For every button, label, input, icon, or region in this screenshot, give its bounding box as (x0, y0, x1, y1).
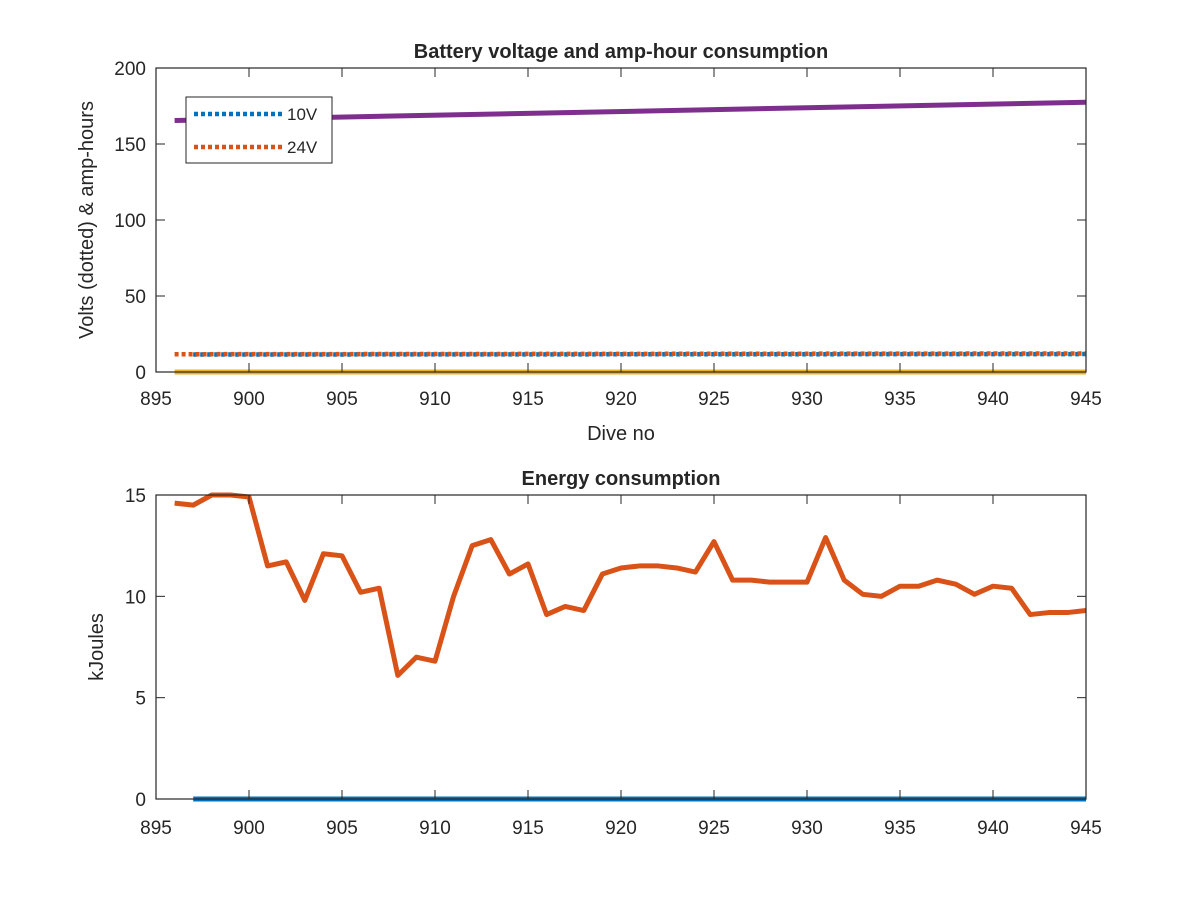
y-tick-label: 0 (135, 363, 146, 384)
y-tick-label: 150 (114, 135, 146, 156)
y-tick-label: 5 (135, 689, 146, 710)
y-axis-label: Volts (dotted) & amp-hours (76, 101, 98, 339)
y-tick-label: 200 (114, 59, 146, 80)
energy-consumption-axes: 895 900 905 910 915 920 925 930 935 940 945 0 5 10 15 E… (86, 468, 1102, 839)
legend: 10V 24V (185, 96, 333, 164)
chart-title: Energy consumption (522, 468, 721, 490)
x-tick-label: 915 (512, 818, 544, 839)
y-tick-label: 100 (114, 211, 146, 232)
chart-title: Battery voltage and amp-hour consumption (414, 41, 828, 63)
x-tick-label: 895 (140, 389, 172, 410)
plot-area (156, 495, 1086, 799)
x-tick-label: 895 (140, 818, 172, 839)
legend-box (185, 96, 333, 164)
x-tick-label: 945 (1070, 818, 1102, 839)
x-tick-label: 920 (605, 818, 637, 839)
x-tick-label: 940 (977, 818, 1009, 839)
x-axis-label: Dive no (587, 423, 655, 445)
x-tick-label: 905 (326, 389, 358, 410)
x-tick-label: 915 (512, 389, 544, 410)
x-tick-label: 930 (791, 389, 823, 410)
x-tick-label: 910 (419, 389, 451, 410)
x-tick-label: 900 (233, 818, 265, 839)
series-24v-line (174, 351, 1087, 357)
x-tick-label: 920 (605, 389, 637, 410)
x-tick-label: 935 (884, 818, 916, 839)
x-tick-label: 930 (791, 818, 823, 839)
legend-label-24v: 24V (287, 138, 318, 157)
battery-voltage-axes: 895 900 905 910 915 920 925 930 935 940 945 0 50 100 1… (76, 41, 1102, 445)
x-tick-label: 945 (1070, 389, 1102, 410)
y-tick-label: 50 (125, 287, 146, 308)
y-tick-label: 10 (125, 587, 146, 608)
legend-label-10v: 10V (287, 105, 318, 124)
y-tick-label: 15 (125, 486, 146, 507)
x-tick-label: 900 (233, 389, 265, 410)
x-tick-label: 935 (884, 389, 916, 410)
y-tick-label: 0 (135, 790, 146, 811)
x-tick-label: 940 (977, 389, 1009, 410)
x-tick-label: 925 (698, 818, 730, 839)
series-0-line (174, 492, 1087, 678)
x-tick-label: 925 (698, 389, 730, 410)
x-tick-label: 910 (419, 818, 451, 839)
y-axis-label: kJoules (86, 613, 108, 681)
x-tick-label: 905 (326, 818, 358, 839)
